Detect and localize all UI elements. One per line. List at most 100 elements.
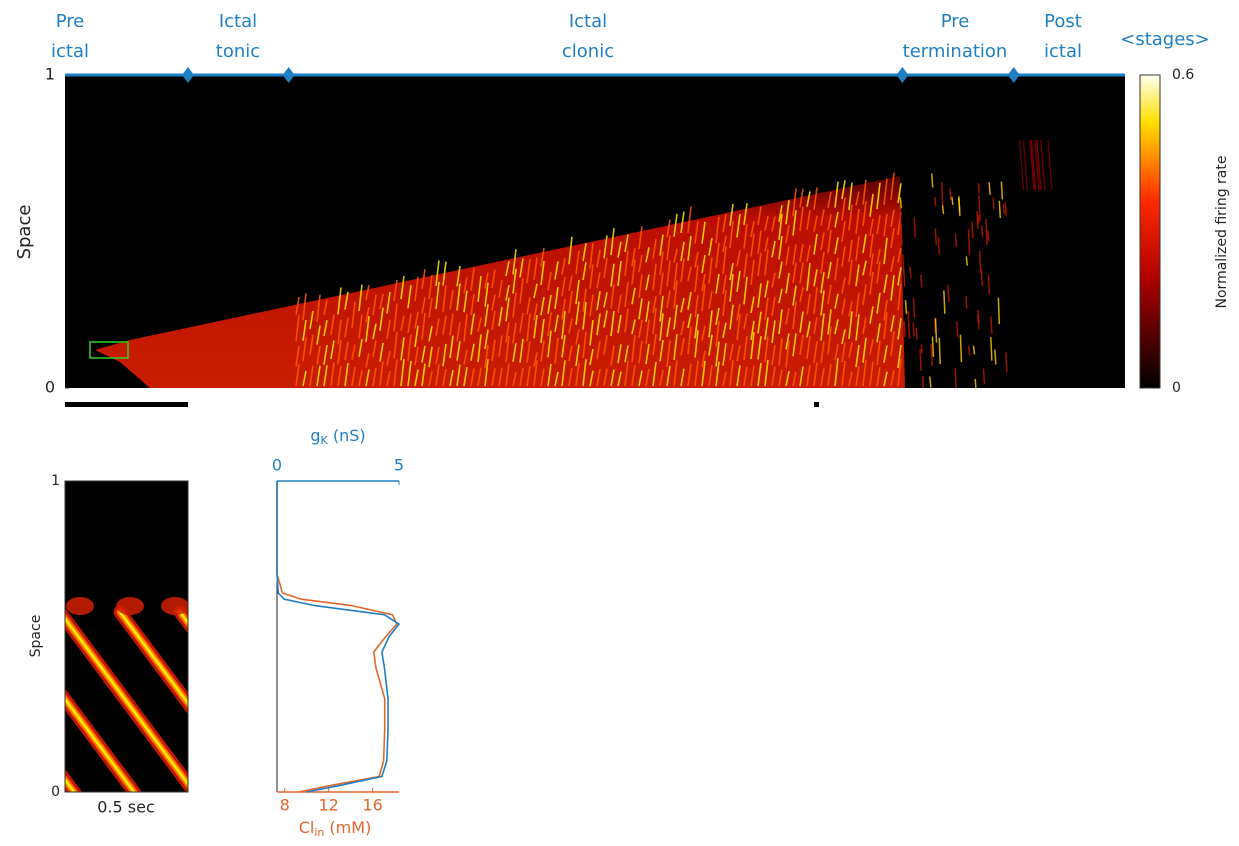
firing-streak [512, 268, 517, 294]
firing-streak [799, 188, 804, 208]
firing-streak [694, 251, 699, 268]
firing-streak [386, 319, 391, 340]
firing-streak [967, 229, 971, 255]
firing-streak [372, 323, 377, 340]
firing-streak [890, 331, 895, 356]
firing-streak [617, 344, 622, 364]
wave-stripe [240, 612, 380, 800]
firing-streak [771, 320, 776, 344]
firing-streak [610, 310, 615, 337]
firing-streak [442, 315, 447, 335]
firing-streak [930, 343, 934, 366]
firing-streak [589, 294, 594, 317]
firing-streak [778, 205, 783, 222]
stage-label: termination [903, 41, 1008, 62]
firing-streak [883, 300, 888, 321]
firing-streak [561, 335, 566, 358]
firing-streak [652, 238, 657, 259]
firing-streak [603, 334, 608, 355]
firing-streak [985, 218, 988, 245]
firing-streak [903, 321, 906, 338]
firing-streak [965, 256, 969, 266]
firing-streak [624, 281, 629, 307]
firing-streak [890, 315, 895, 332]
firing-streak [575, 250, 580, 274]
firing-streak [547, 271, 552, 291]
firing-streak [463, 367, 468, 387]
firing-streak [785, 224, 790, 244]
firing-streak [673, 263, 678, 291]
firing-streak [505, 284, 510, 301]
stage-boundary [282, 67, 295, 83]
firing-streak [575, 363, 580, 387]
firing-streak [575, 344, 580, 367]
firing-streak [477, 317, 482, 332]
firing-streak [533, 303, 538, 321]
stage-boundary [1007, 67, 1020, 83]
firing-streak [435, 260, 440, 286]
firing-streak [820, 272, 825, 294]
firing-streak [603, 292, 608, 308]
firing-streak [624, 250, 629, 277]
firing-streak [934, 228, 938, 246]
firing-streak [568, 236, 573, 265]
firing-streak [799, 334, 804, 356]
firing-streak [890, 172, 895, 200]
firing-streak [771, 216, 776, 232]
firing-streak [869, 271, 874, 295]
stage-boundary [896, 67, 909, 83]
firing-streak [785, 200, 790, 225]
firing-streak [358, 370, 363, 387]
firing-streak [992, 197, 995, 210]
firing-streak [617, 241, 622, 258]
firing-streak [295, 346, 300, 367]
wave-stripe [65, 616, 188, 787]
firing-streak [764, 237, 769, 252]
firing-streak [505, 335, 510, 363]
firing-streak [841, 329, 846, 345]
firing-streak [912, 297, 916, 319]
firing-streak [722, 289, 727, 316]
firing-streak [834, 181, 839, 208]
firing-streak [400, 275, 405, 300]
firing-streak [827, 363, 832, 387]
firing-streak [931, 336, 935, 358]
firing-streak [540, 260, 545, 285]
firing-streak [337, 365, 342, 387]
firing-streak [729, 343, 734, 361]
firing-streak [302, 293, 307, 321]
firing-streak [491, 294, 496, 311]
firing-streak [526, 341, 531, 363]
firing-streak [344, 341, 349, 361]
firing-streak [1004, 202, 1008, 217]
firing-streak [519, 258, 524, 278]
firing-streak [687, 363, 692, 387]
firing-streak [841, 342, 846, 363]
firing-streak [316, 365, 321, 387]
firing-streak [666, 317, 671, 337]
firing-streak [512, 343, 517, 362]
firing-streak [505, 322, 510, 343]
firing-streak [841, 246, 846, 267]
x-tick-label: 5 [394, 456, 404, 475]
firing-streak [841, 220, 846, 242]
firing-streak [841, 298, 846, 315]
firing-streak [736, 365, 741, 387]
firing-streak [323, 320, 328, 337]
firing-streak [456, 283, 461, 311]
firing-streak [666, 219, 671, 238]
firing-streak [757, 311, 762, 334]
firing-streak [701, 325, 706, 341]
firing-streak [337, 287, 342, 315]
firing-streak [813, 187, 818, 210]
firing-streak [792, 301, 797, 329]
firing-streak [876, 340, 881, 366]
firing-streak [792, 285, 797, 306]
firing-streak [743, 313, 748, 330]
firing-streak [799, 244, 804, 262]
scale-bar [65, 402, 188, 407]
firing-streak [792, 210, 797, 236]
firing-streak [722, 275, 727, 295]
firing-streak [806, 365, 811, 387]
